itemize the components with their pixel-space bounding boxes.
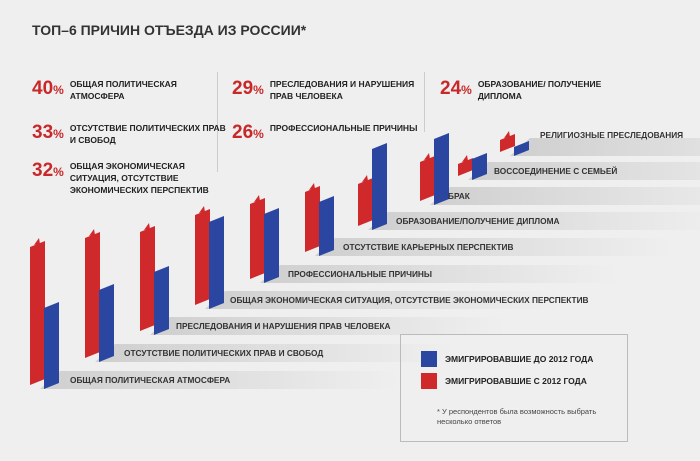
reason-percent: 26% [232, 122, 264, 143]
category-label: БРАК [448, 191, 471, 201]
bar-after-2012 [250, 198, 265, 279]
reason-text: Общая политическая атмосфера [69, 79, 177, 101]
top-reason: 40% Общая политическая атмосфера [32, 78, 230, 102]
bar-after-2012 [500, 134, 515, 152]
reason-percent: 40% [32, 78, 64, 99]
bar-tip [89, 229, 95, 236]
label-band [150, 317, 506, 335]
bar-tip [362, 175, 368, 182]
top-reason: 32% Общая экономическая ситуация, отсутст… [32, 160, 230, 196]
reason-percent: 32% [32, 160, 64, 181]
bar-tip [199, 206, 205, 213]
label-band [95, 344, 454, 362]
label-band [430, 187, 700, 205]
legend-label: ЭМИГРИРОВАВШИЕ ДО 2012 ГОДА [445, 354, 594, 364]
divider [424, 72, 425, 132]
reason-percent: 29% [232, 78, 264, 99]
bar-before-2012 [514, 141, 529, 156]
top-reason: 26% Профессиональные причины [232, 122, 430, 145]
top-reason: 29% Преследования и нарушения прав челове… [232, 78, 430, 102]
bar-after-2012 [195, 209, 210, 305]
divider [217, 72, 218, 172]
footnote: * У респондентов была возможность выбрат… [437, 407, 597, 426]
bar-after-2012 [458, 158, 473, 176]
bar-before-2012 [472, 153, 487, 180]
legend-label: ЭМИГРИРОВАВШИЕ С 2012 ГОДА [445, 376, 587, 386]
reason-text: Преследования и нарушения прав человека [269, 79, 415, 101]
bar-after-2012 [140, 226, 155, 331]
category-label: ПРОФЕССИОНАЛЬНЫЕ ПРИЧИНЫ [288, 269, 432, 279]
bar-before-2012 [99, 284, 114, 362]
label-band [205, 291, 560, 309]
reason-percent: 33% [32, 122, 64, 143]
bar-after-2012 [305, 186, 320, 252]
bar-tip [254, 195, 260, 202]
bar-tip [309, 183, 315, 190]
category-label: ПРЕСЛЕДОВАНИЯ И НАРУШЕНИЯ ПРАВ ЧЕЛОВЕКА [176, 321, 391, 331]
bar-before-2012 [44, 302, 59, 389]
bar-after-2012 [358, 178, 373, 226]
reason-text: Отсутствие политических прав и свобод [69, 123, 226, 145]
bar-tip [34, 238, 40, 245]
bar-tip [424, 153, 430, 160]
category-label: ОТСУТСТВИЕ КАРЬЕРНЫХ ПЕРСПЕКТИВ [343, 242, 513, 252]
legend-item-after: ЭМИГРИРОВАВШИЕ С 2012 ГОДА [421, 373, 587, 389]
reason-text: Образование/ получение диплома [477, 79, 602, 101]
legend-swatch-blue [421, 351, 437, 367]
reason-percent: 24% [440, 78, 472, 99]
category-label: ОТСУТСТВИЕ ПОЛИТИЧЕСКИХ ПРАВ И СВОБОД [124, 348, 323, 358]
legend: ЭМИГРИРОВАВШИЕ ДО 2012 ГОДА ЭМИГРИРОВАВШ… [400, 334, 628, 442]
top-reason: 33% Отсутствие политических прав и свобод [32, 122, 230, 146]
page-title: ТОП–6 ПРИЧИН ОТЪЕЗДА ИЗ РОССИИ* [32, 22, 307, 38]
label-band [40, 371, 400, 389]
legend-swatch-red [421, 373, 437, 389]
label-band [510, 138, 700, 156]
category-label: ОБЩАЯ ПОЛИТИЧЕСКАЯ АТМОСФЕРА [70, 375, 230, 385]
bar-after-2012 [420, 156, 435, 201]
bar-after-2012 [30, 241, 45, 385]
bar-before-2012 [154, 266, 169, 335]
bar-before-2012 [209, 216, 224, 309]
bar-before-2012 [264, 208, 279, 283]
bar-before-2012 [372, 143, 387, 230]
category-label: РЕЛИГИОЗНЫЕ ПРЕСЛЕДОВАНИЯ [540, 130, 683, 140]
bar-tip [462, 155, 468, 162]
reason-text: Общая экономическая ситуация, отсутствие… [69, 161, 209, 195]
top-reason: 24% Образование/ получение диплома [440, 78, 638, 102]
label-band [468, 162, 700, 180]
category-label: ОБРАЗОВАНИЕ/ПОЛУЧЕНИЕ ДИПЛОМА [396, 216, 560, 226]
category-label: ОБЩАЯ ЭКОНОМИЧЕСКАЯ СИТУАЦИЯ, ОТСУТСТВИЕ… [230, 295, 589, 305]
bar-after-2012 [85, 232, 100, 358]
legend-item-before: ЭМИГРИРОВАВШИЕ ДО 2012 ГОДА [421, 351, 593, 367]
category-label: ВОССОЕДИНЕНИЕ С СЕМЬЕЙ [494, 165, 617, 176]
label-band [315, 238, 673, 256]
reason-text: Профессиональные причины [269, 123, 418, 133]
bar-before-2012 [319, 196, 334, 256]
bar-tip [144, 223, 150, 230]
bar-tip [504, 131, 510, 138]
bar-before-2012 [434, 133, 449, 205]
label-band [260, 265, 618, 283]
label-band [368, 212, 700, 230]
